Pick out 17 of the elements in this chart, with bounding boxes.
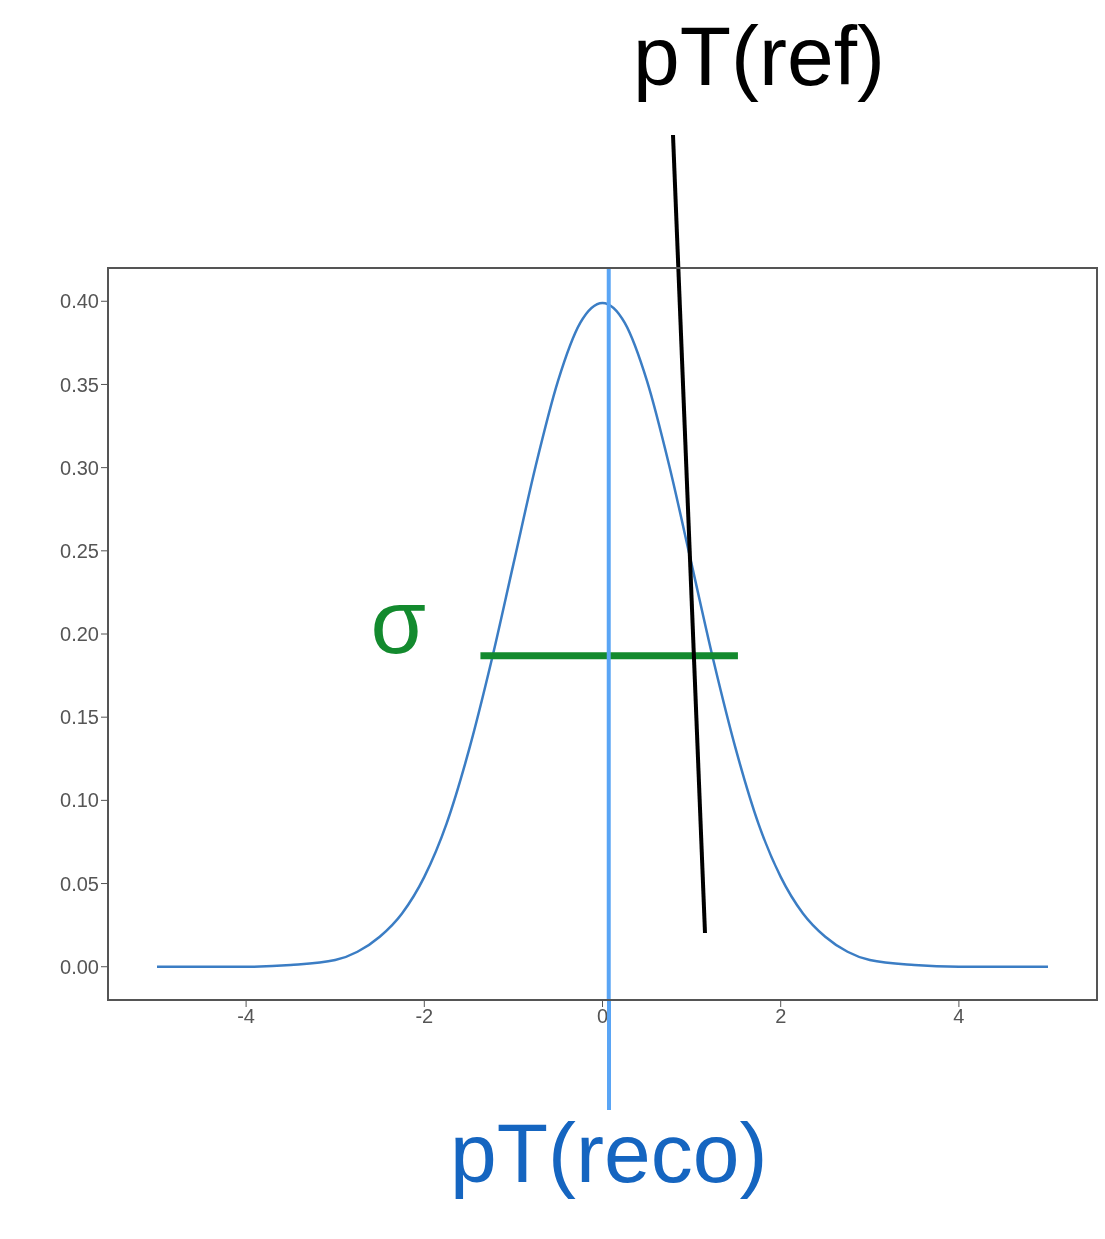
text: pT(ref) [633,8,885,105]
y-tick-label: 0.15 [60,706,99,729]
y-tick-label: 0.20 [60,623,99,646]
y-tick-label: 0.35 [60,373,99,396]
annotation: σ [370,570,426,674]
ref-line-label: pT(reco) [449,1105,769,1202]
x-tick-label: 2 [775,1005,787,1028]
y-tick-label: 0.30 [60,456,99,479]
x-tick-label: 0 [596,1005,609,1028]
y-tick-label: 0.00 [60,955,99,978]
y-tick-label: 0.10 [60,789,99,812]
x-tick-label: 4 [953,1005,965,1028]
y-tick-label: 0.25 [60,539,99,562]
x-tick-label: -2 [415,1005,434,1028]
y-tick-label: 0.05 [60,872,99,895]
y-tick-label: 0.40 [60,290,99,313]
x-tick-label: -4 [237,1005,255,1028]
